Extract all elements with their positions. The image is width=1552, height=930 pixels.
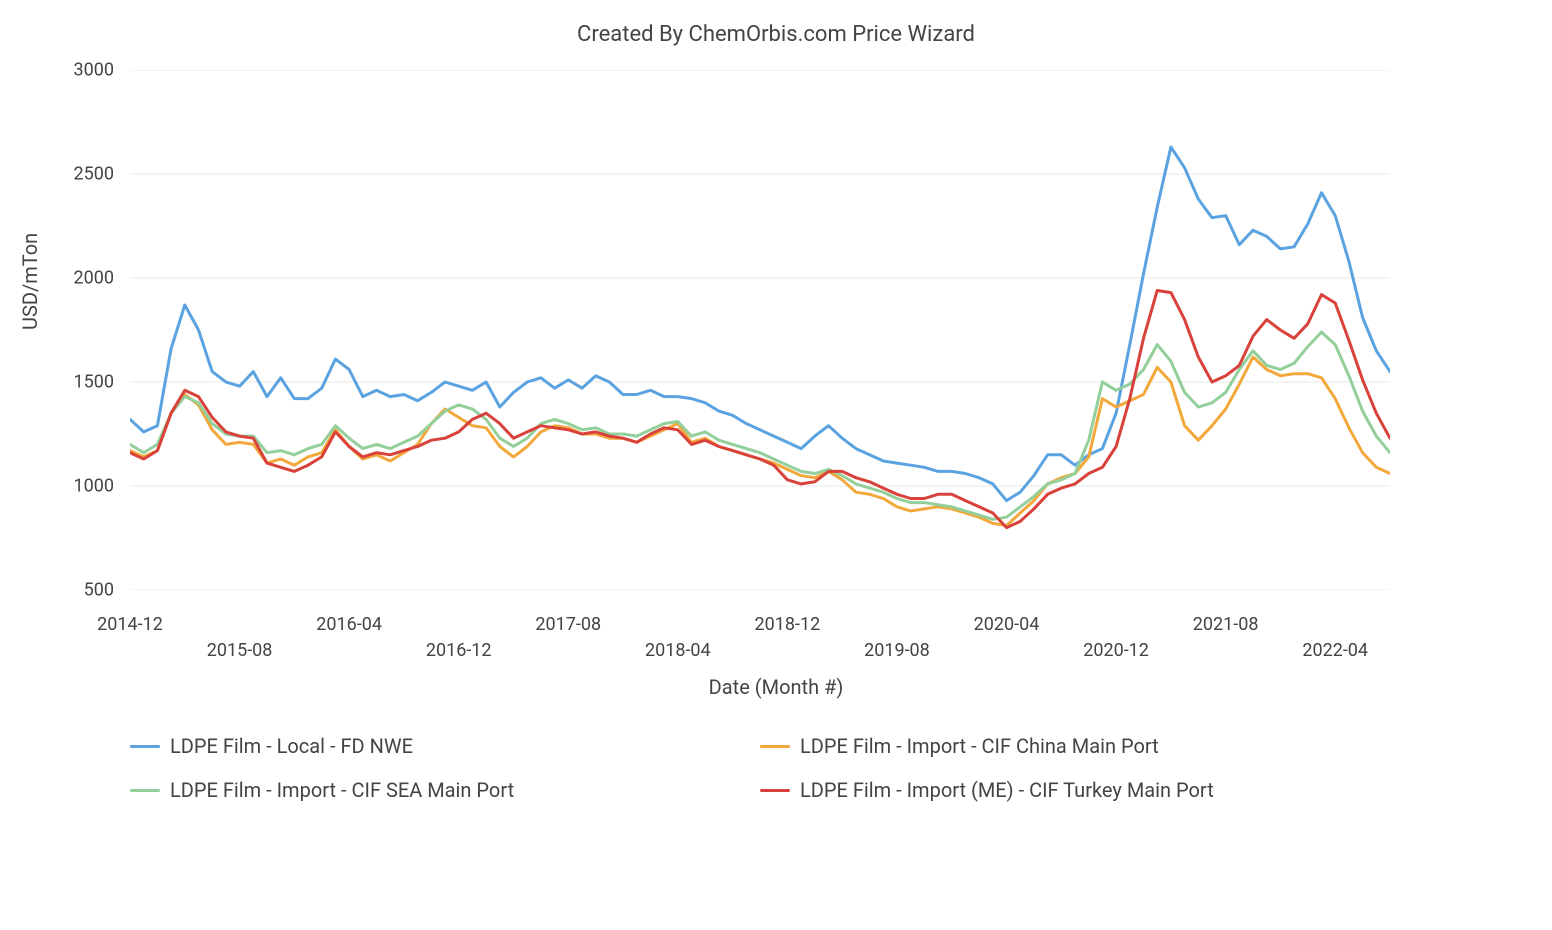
y-tick-label: 500 <box>54 580 114 601</box>
x-tick-label: 2020-12 <box>1083 640 1149 661</box>
legend-swatch-1 <box>760 745 790 748</box>
x-tick-label: 2018-12 <box>755 614 821 635</box>
x-tick-label: 2017-08 <box>535 614 601 635</box>
legend-label-1: LDPE Film - Import - CIF China Main Port <box>800 734 1159 758</box>
x-tick-label: 2016-12 <box>426 640 492 661</box>
legend-swatch-2 <box>130 789 160 792</box>
legend-label-3: LDPE Film - Import (ME) - CIF Turkey Mai… <box>800 778 1214 802</box>
y-tick-label: 1500 <box>54 372 114 393</box>
legend-label-2: LDPE Film - Import - CIF SEA Main Port <box>170 778 514 802</box>
legend-item-2[interactable]: LDPE Film - Import - CIF SEA Main Port <box>130 774 760 806</box>
x-tick-label: 2015-08 <box>207 640 273 661</box>
y-tick-label: 1000 <box>54 476 114 497</box>
x-tick-label: 2016-04 <box>316 614 382 635</box>
plot-area <box>130 70 1390 590</box>
legend-item-0[interactable]: LDPE Film - Local - FD NWE <box>130 730 760 762</box>
gridlines <box>130 70 1390 590</box>
y-tick-label: 3000 <box>54 60 114 81</box>
legend-col-left: LDPE Film - Local - FD NWE LDPE Film - I… <box>130 730 760 806</box>
chart-container: Created By ChemOrbis.com Price Wizard US… <box>0 0 1552 930</box>
y-tick-label: 2500 <box>54 164 114 185</box>
legend-item-1[interactable]: LDPE Film - Import - CIF China Main Port <box>760 730 1390 762</box>
legend-label-0: LDPE Film - Local - FD NWE <box>170 734 413 758</box>
legend-swatch-3 <box>760 789 790 792</box>
x-tick-label: 2021-08 <box>1193 614 1259 635</box>
legend-swatch-0 <box>130 745 160 748</box>
y-axis-title: USD/mTon <box>18 233 42 330</box>
y-tick-labels: 50010001500200025003000 <box>60 70 120 590</box>
plot-svg <box>130 70 1390 590</box>
x-tick-label: 2020-04 <box>974 614 1040 635</box>
legend: LDPE Film - Local - FD NWE LDPE Film - I… <box>130 730 1390 806</box>
legend-col-right: LDPE Film - Import - CIF China Main Port… <box>760 730 1390 806</box>
series-line-0 <box>130 147 1390 501</box>
series-line-3 <box>130 291 1390 528</box>
legend-item-3[interactable]: LDPE Film - Import (ME) - CIF Turkey Mai… <box>760 774 1390 806</box>
x-tick-label: 2018-04 <box>645 640 711 661</box>
x-tick-label: 2022-04 <box>1302 640 1368 661</box>
x-tick-label: 2014-12 <box>97 614 163 635</box>
x-tick-label: 2019-08 <box>864 640 930 661</box>
chart-title: Created By ChemOrbis.com Price Wizard <box>0 22 1552 47</box>
x-axis-title: Date (Month #) <box>0 675 1552 699</box>
y-tick-label: 2000 <box>54 268 114 289</box>
series-group <box>130 147 1390 528</box>
